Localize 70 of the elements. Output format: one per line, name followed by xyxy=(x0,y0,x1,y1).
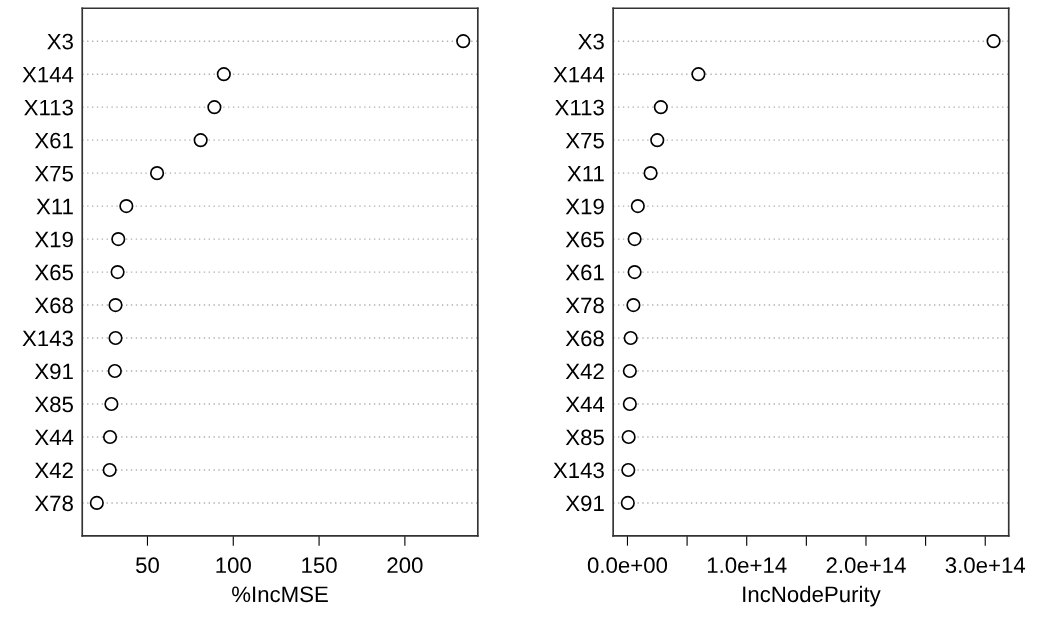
y-tick-label: X113 xyxy=(24,99,73,116)
point xyxy=(623,330,638,346)
x-axis-title: IncNodePurity xyxy=(743,585,881,607)
point xyxy=(456,34,471,49)
point xyxy=(691,67,706,82)
y-tick-label: X91 xyxy=(34,363,73,380)
y-tick-label: X68 xyxy=(34,297,73,314)
y-tick-label: X61 xyxy=(565,264,604,281)
point xyxy=(111,232,126,247)
x-tick-label: 150 xyxy=(302,557,337,574)
x-tick-label: 2.0e+14 xyxy=(826,557,906,574)
point xyxy=(627,264,642,280)
point xyxy=(108,330,123,346)
y-tick-label: X11 xyxy=(567,165,604,182)
point xyxy=(630,199,645,214)
y-tick-label: X78 xyxy=(565,297,604,314)
y-tick-label: X91 xyxy=(565,495,604,512)
point xyxy=(193,133,208,148)
y-tick-label: X78 xyxy=(34,495,73,512)
y-tick-label: X85 xyxy=(565,429,604,446)
point xyxy=(653,100,668,115)
y-tick-label: X65 xyxy=(34,264,73,281)
point xyxy=(102,429,118,445)
point xyxy=(643,166,658,181)
y-tick-label: X42 xyxy=(34,462,73,479)
y-tick-label: X144 xyxy=(553,66,605,83)
point xyxy=(216,67,231,82)
x-tick-label: 3.0e+14 xyxy=(945,557,1026,574)
point xyxy=(621,429,636,445)
y-tick-label: X11 xyxy=(36,198,73,215)
point xyxy=(89,495,104,511)
point xyxy=(107,363,122,379)
y-tick-label: X19 xyxy=(34,231,73,248)
point xyxy=(149,166,165,181)
point xyxy=(626,297,641,313)
x-tick-label: 100 xyxy=(216,557,251,574)
point xyxy=(622,363,637,379)
y-tick-label: X143 xyxy=(22,330,73,347)
point xyxy=(620,495,635,511)
x-tick-label: 0.0e+00 xyxy=(587,557,668,574)
point xyxy=(110,264,125,280)
point xyxy=(108,297,123,313)
y-tick-label: X3 xyxy=(47,33,73,50)
y-tick-label: X19 xyxy=(565,198,604,215)
point xyxy=(650,133,665,148)
y-tick-label: X75 xyxy=(34,165,73,182)
y-tick-label: X42 xyxy=(565,363,604,380)
x-tick-label: 50 xyxy=(135,557,159,574)
x-tick-label: 1.0e+14 xyxy=(707,557,787,574)
point xyxy=(622,396,637,412)
y-tick-label: X61 xyxy=(34,132,73,149)
point xyxy=(207,100,222,115)
y-tick-label: X75 xyxy=(565,132,604,149)
y-tick-label: X85 xyxy=(34,396,73,413)
point xyxy=(627,232,642,247)
point xyxy=(986,34,1001,49)
y-tick-label: X65 xyxy=(565,231,604,248)
y-tick-label: X143 xyxy=(553,462,604,479)
x-tick-label: 200 xyxy=(387,557,423,574)
point xyxy=(621,462,636,478)
x-axis-title: %IncMSE xyxy=(232,586,328,603)
point xyxy=(104,396,119,412)
y-tick-label: X44 xyxy=(565,396,605,413)
y-tick-label: X113 xyxy=(555,99,604,116)
point xyxy=(102,462,117,478)
y-tick-label: X44 xyxy=(34,429,74,446)
point xyxy=(119,199,134,214)
y-tick-label: X3 xyxy=(578,33,604,50)
y-tick-label: X144 xyxy=(22,66,74,83)
y-tick-label: X68 xyxy=(565,330,604,347)
